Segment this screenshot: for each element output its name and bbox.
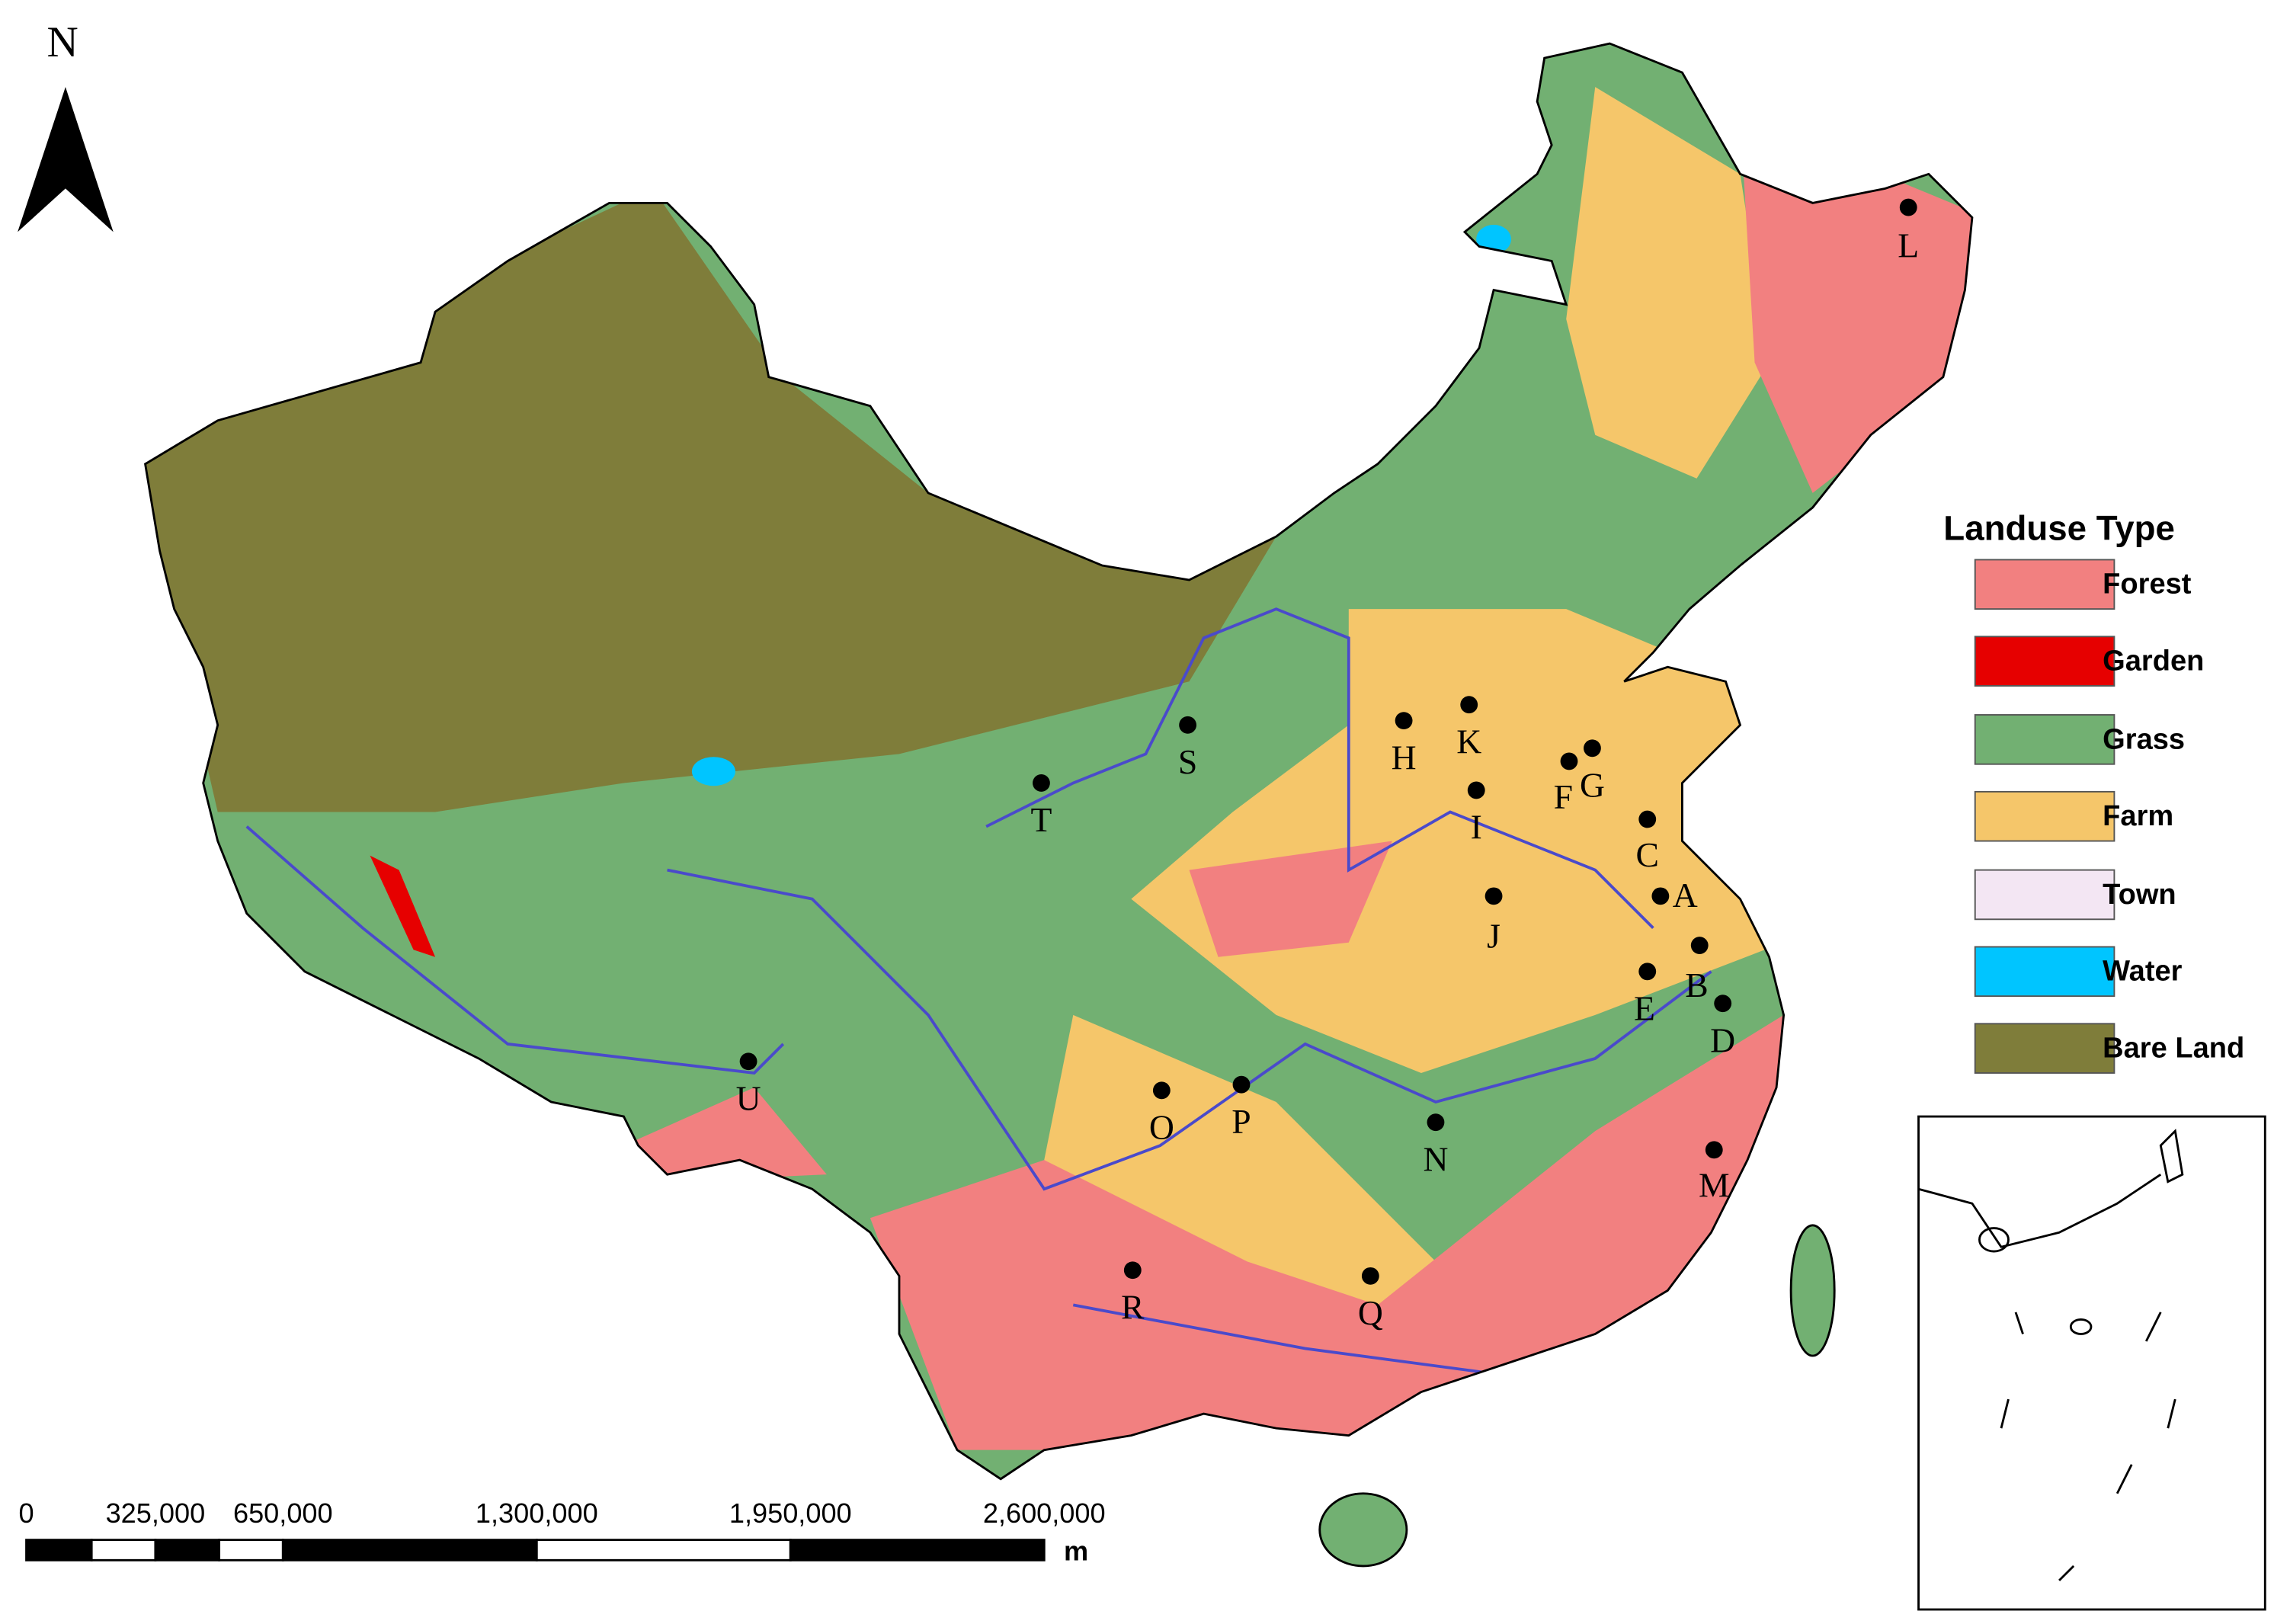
island-border xyxy=(1789,1224,1836,1357)
point-marker xyxy=(739,1052,757,1071)
rivers xyxy=(245,607,1712,1379)
scale-label: 325,000 xyxy=(106,1497,206,1529)
scale-bar xyxy=(25,1539,1046,1562)
legend-title: Landuse Type xyxy=(1943,508,2175,547)
point-label: O xyxy=(1149,1108,1174,1147)
sample-points: A B C D E F G H I J K L M N O P Q R S T U xyxy=(736,198,1919,1332)
point-marker xyxy=(1361,1267,1379,1285)
point-label: C xyxy=(1636,835,1659,874)
forest-area xyxy=(1189,841,1392,957)
point-label: E xyxy=(1634,989,1655,1028)
garden-area xyxy=(370,855,436,957)
legend-label: Garden xyxy=(2103,645,2204,677)
legend-label: Town xyxy=(2103,879,2176,911)
scale-label: 2,600,000 xyxy=(983,1497,1106,1529)
scale-label: 0 xyxy=(18,1497,34,1529)
point-label: P xyxy=(1231,1102,1251,1141)
point-marker xyxy=(1584,739,1601,758)
legend-swatch xyxy=(1974,636,2115,687)
north-arrow xyxy=(18,87,114,232)
point-label: T xyxy=(1030,800,1052,839)
legend-swatch xyxy=(1974,714,2115,765)
point-label: A xyxy=(1673,876,1698,915)
point-marker xyxy=(1033,774,1050,792)
point-marker xyxy=(1560,752,1578,770)
point-label: L xyxy=(1898,226,1919,265)
point-marker xyxy=(1638,810,1657,828)
point-marker xyxy=(1395,712,1413,730)
point-label: N xyxy=(1423,1139,1448,1178)
legend-swatch xyxy=(1974,946,2115,998)
farm-area xyxy=(1044,1014,1450,1363)
legend-label: Grass xyxy=(2103,723,2185,755)
inset-map xyxy=(1917,1115,2266,1611)
legend-label: Bare Land xyxy=(2103,1033,2244,1065)
forest-area xyxy=(623,1087,827,1182)
point-label: H xyxy=(1392,738,1417,777)
point-label: S xyxy=(1178,742,1197,781)
legend-label: Water xyxy=(2103,956,2182,988)
scale-labels: m 0 325,000 650,000 1,300,000 1,950,000 2,600… xyxy=(18,1497,1105,1566)
point-label: K xyxy=(1456,722,1481,761)
point-label: D xyxy=(1710,1020,1735,1059)
point-marker xyxy=(1152,1081,1171,1100)
point-label: U xyxy=(736,1079,761,1118)
farm-area xyxy=(1566,87,1770,479)
point-label: B xyxy=(1685,966,1708,1004)
farm-area xyxy=(1131,609,1784,1073)
water-area xyxy=(691,757,735,786)
legend-label: Farm xyxy=(2103,800,2173,832)
point-label: G xyxy=(1580,766,1605,805)
legend-swatch xyxy=(1974,1023,2115,1074)
point-marker xyxy=(1179,716,1197,734)
point-marker xyxy=(1232,1075,1251,1094)
country-border xyxy=(144,42,1974,1481)
legend-swatch xyxy=(1974,559,2115,610)
scale-label: 1,300,000 xyxy=(476,1497,598,1529)
water-area xyxy=(1476,224,1511,254)
point-marker xyxy=(1123,1261,1142,1280)
point-marker xyxy=(1651,887,1670,905)
point-marker xyxy=(1460,696,1478,714)
point-marker xyxy=(1485,887,1503,905)
point-label: F xyxy=(1554,777,1573,816)
point-marker xyxy=(1690,937,1709,954)
point-marker xyxy=(1427,1113,1445,1132)
point-marker xyxy=(1705,1141,1723,1159)
point-label: I xyxy=(1471,808,1482,847)
point-label: Q xyxy=(1358,1293,1383,1332)
point-label: M xyxy=(1699,1166,1730,1205)
point-marker xyxy=(1638,963,1657,981)
point-label: J xyxy=(1487,916,1501,955)
scale-unit: m xyxy=(1064,1535,1088,1566)
north-label: N xyxy=(46,18,78,66)
point-marker xyxy=(1714,995,1732,1013)
legend: Landuse Type Forest Garden Grass Farm Town Wa… xyxy=(1943,508,2244,1074)
point-label: R xyxy=(1121,1288,1145,1327)
legend-label: Forest xyxy=(2103,569,2192,601)
point-marker xyxy=(1467,781,1485,799)
legend-swatch xyxy=(1974,869,2115,921)
island-border xyxy=(1318,1492,1408,1568)
point-marker xyxy=(1899,198,1917,216)
scale-label: 650,000 xyxy=(233,1497,333,1529)
scale-label: 1,950,000 xyxy=(729,1497,852,1529)
forest-area xyxy=(870,1014,1784,1450)
legend-swatch xyxy=(1974,790,2115,842)
